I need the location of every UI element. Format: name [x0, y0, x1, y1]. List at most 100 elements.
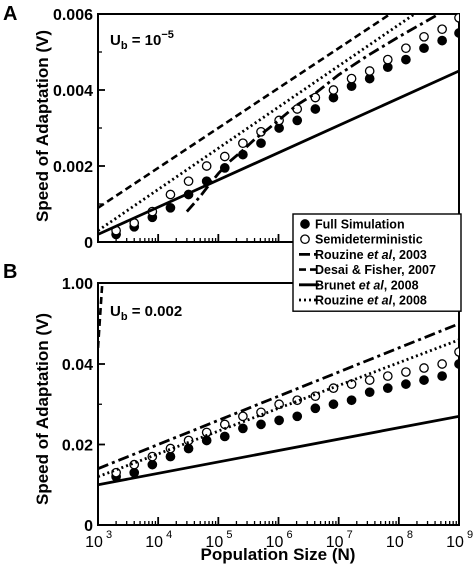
full-simulation-point: [437, 371, 447, 381]
y-tick-label: 0: [84, 518, 93, 535]
full-simulation-point: [165, 451, 176, 462]
x-tick-exponent: 5: [226, 529, 232, 541]
x-tick-label: 10: [85, 534, 103, 551]
x-tick-exponent: 9: [467, 529, 473, 541]
x-tick-label: 10: [386, 534, 404, 551]
y-axis-label-b: Speed of Adaptation (V): [33, 313, 52, 505]
x-tick-label: 10: [205, 534, 223, 551]
full-simulation-point: [201, 435, 212, 446]
x-tick-exponent: 8: [407, 529, 413, 541]
full-simulation-point: [219, 431, 230, 442]
x-tick-label: 10: [446, 534, 464, 551]
full-simulation-point: [238, 423, 248, 434]
semideterministic-point: [310, 92, 321, 103]
full-simulation-point: [129, 467, 140, 478]
panel-label-a: A: [3, 3, 17, 25]
y-tick-label: 1.00: [62, 276, 93, 293]
semideterministic-point: [454, 14, 459, 23]
legend-label: Rouzine et al, 2008: [315, 294, 427, 308]
legend-marker: [300, 219, 310, 229]
panel-a: 0 0.002 0.004 0.006 Ub = 10−5: [53, 7, 460, 252]
semideterministic-point: [364, 66, 375, 76]
semideterministic-point: [165, 189, 176, 200]
full-simulation-point: [401, 54, 411, 65]
y-tick-label: 0.02: [62, 438, 93, 455]
series-line-dash-dot: [185, 14, 442, 213]
full-simulation-point: [454, 359, 459, 369]
legend-label: Desai & Fisher, 2007: [315, 263, 436, 277]
semideterministic-point: [183, 176, 194, 187]
x-tick-exponent: 4: [166, 529, 172, 541]
semideterministic-point: [292, 104, 303, 114]
series-line-dotted: [98, 338, 459, 479]
semideterministic-point: [364, 375, 375, 385]
full-simulation-point: [401, 379, 411, 389]
full-simulation-point: [165, 202, 176, 213]
full-simulation-point: [419, 375, 429, 385]
y-tick-label: 0.002: [53, 159, 93, 176]
semideterministic-point: [401, 367, 411, 377]
y-tick-label: 0.04: [62, 357, 93, 374]
full-simulation-point: [274, 415, 284, 426]
full-simulation-point: [292, 115, 303, 126]
y-tick-label: 0.006: [53, 7, 93, 24]
legend-label: Full Simulation: [315, 218, 405, 232]
ub-annotation: Ub = 10−5: [110, 29, 174, 52]
semideterministic-point: [111, 467, 121, 478]
full-simulation-point: [147, 459, 158, 470]
legend-label: Brunet et al, 2008: [315, 278, 419, 292]
x-axis-label: Population Size (N): [201, 545, 356, 564]
legend-box: [292, 213, 462, 312]
full-simulation-point: [364, 387, 375, 398]
semideterministic-point: [346, 73, 357, 84]
legend-label: Semideterministic: [315, 233, 423, 247]
semideterministic-point: [401, 43, 411, 54]
semideterministic-point: [238, 411, 248, 422]
semideterministic-point: [238, 138, 248, 149]
y-axis-label-a: Speed of Adaptation (V): [33, 30, 52, 222]
semideterministic-point: [437, 24, 447, 35]
full-simulation-point: [292, 411, 303, 422]
full-simulation-point: [382, 383, 393, 393]
semideterministic-point: [382, 371, 393, 381]
x-tick-exponent: 3: [106, 529, 112, 541]
series-line-dashed: [98, 14, 393, 209]
full-simulation-point: [454, 28, 459, 38]
ub-annotation: Ub = 0.002: [110, 303, 182, 323]
semideterministic-point: [201, 161, 212, 171]
legend-label: Rouzine et al, 2003: [315, 248, 427, 262]
series-line-solid: [98, 69, 459, 236]
semideterministic-point: [419, 363, 429, 373]
series-layer: [98, 14, 459, 240]
full-simulation-point: [310, 403, 321, 414]
x-tick-label: 10: [326, 534, 344, 551]
semideterministic-point: [382, 54, 393, 65]
legend-marker: [300, 234, 310, 245]
full-simulation-point: [256, 138, 266, 149]
y-tick-label: 0: [84, 235, 93, 252]
series-layer: [98, 283, 459, 487]
full-simulation-point: [328, 399, 339, 410]
y-tick-label: 0.004: [53, 83, 93, 100]
semideterministic-point: [419, 31, 429, 42]
full-simulation-point: [310, 104, 321, 114]
semideterministic-point: [437, 359, 447, 369]
semideterministic-point: [328, 85, 339, 95]
full-simulation-point: [437, 35, 447, 46]
x-tick-exponent: 7: [347, 529, 353, 541]
series-line-solid: [98, 414, 459, 487]
legend: Full SimulationSemideterministicRouzine …: [292, 213, 462, 312]
x-tick-exponent: 6: [287, 529, 293, 541]
full-simulation-point: [419, 43, 429, 54]
x-tick-label: 10: [145, 534, 163, 551]
semideterministic-point: [454, 347, 459, 357]
semideterministic-point: [219, 151, 230, 162]
series-line-dash-dot: [98, 322, 459, 470]
full-simulation-point: [346, 395, 357, 406]
x-tick-label: 10: [266, 534, 284, 551]
full-simulation-point: [256, 419, 266, 430]
full-simulation-point: [183, 443, 194, 454]
panel-label-b: B: [3, 261, 17, 283]
